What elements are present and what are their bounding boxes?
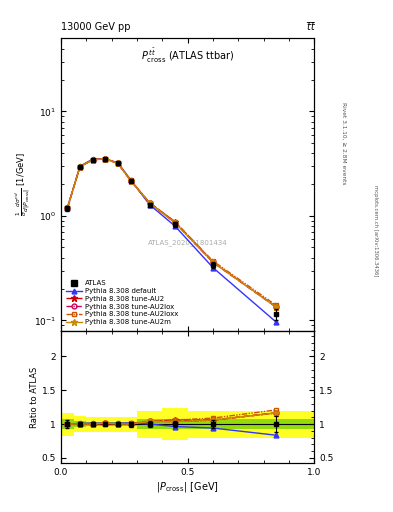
X-axis label: $|P_{\mathrm{cross}}|$ [GeV]: $|P_{\mathrm{cross}}|$ [GeV] [156, 480, 219, 494]
Text: $P^{\,t\bar{t}}_{\mathrm{cross}}$ (ATLAS ttbar): $P^{\,t\bar{t}}_{\mathrm{cross}}$ (ATLAS… [141, 47, 235, 66]
Text: mcplots.cern.ch [arXiv:1306.3436]: mcplots.cern.ch [arXiv:1306.3436] [373, 185, 378, 276]
Text: ATLAS_2020_I1801434: ATLAS_2020_I1801434 [148, 240, 228, 246]
Legend: ATLAS, Pythia 8.308 default, Pythia 8.308 tune-AU2, Pythia 8.308 tune-AU2lox, Py: ATLAS, Pythia 8.308 default, Pythia 8.30… [64, 278, 180, 327]
Y-axis label: Ratio to ATLAS: Ratio to ATLAS [30, 366, 39, 428]
Text: 13000 GeV pp: 13000 GeV pp [61, 22, 130, 32]
Text: Rivet 3.1.10, ≥ 2.8M events: Rivet 3.1.10, ≥ 2.8M events [342, 102, 346, 185]
Y-axis label: $\frac{1}{\sigma}\frac{d\sigma^{nd}}{d|P_{\mathrm{cross}}|}$ [1/GeV]: $\frac{1}{\sigma}\frac{d\sigma^{nd}}{d|P… [13, 153, 32, 217]
Text: t̅t̅: t̅t̅ [307, 22, 314, 32]
